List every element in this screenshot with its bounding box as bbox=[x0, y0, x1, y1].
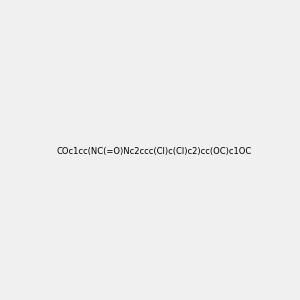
Text: COc1cc(NC(=O)Nc2ccc(Cl)c(Cl)c2)cc(OC)c1OC: COc1cc(NC(=O)Nc2ccc(Cl)c(Cl)c2)cc(OC)c1O… bbox=[56, 147, 251, 156]
